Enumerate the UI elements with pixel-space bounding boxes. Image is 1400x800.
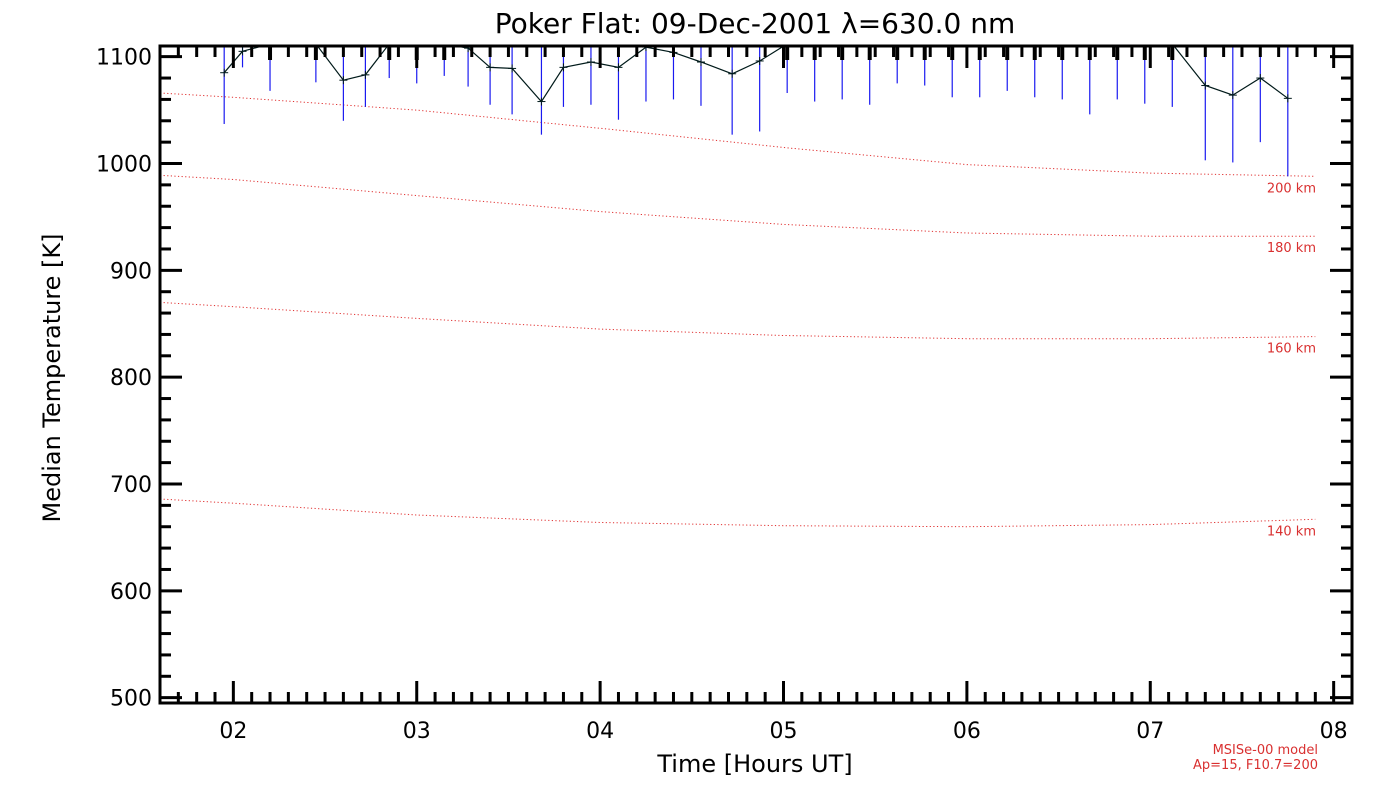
x-tick-label: 02	[219, 719, 247, 744]
x-axis-label: Time [Hours UT]	[656, 750, 852, 778]
data-marker-clipped	[867, 46, 872, 60]
text-layer: Poker Flat: 09-Dec-2001 λ=630.0 nm Time …	[38, 7, 1348, 778]
data-marker-clipped	[1060, 46, 1065, 60]
x-tick-label: 03	[403, 719, 431, 744]
data-marker-clipped	[895, 46, 900, 60]
model-curve-label: 160 km	[1267, 342, 1316, 357]
y-tick-label: 900	[110, 259, 152, 284]
y-tick-label: 500	[110, 687, 152, 712]
data-marker-clipped	[840, 46, 845, 60]
data-marker-clipped	[922, 46, 927, 60]
data-marker-clipped	[1142, 46, 1147, 60]
y-tick-label: 700	[110, 473, 152, 498]
chart-title: Poker Flat: 09-Dec-2001 λ=630.0 nm	[495, 7, 1016, 40]
y-axis-label: Median Temperature [K]	[38, 233, 66, 522]
data-marker-clipped	[1032, 46, 1037, 60]
model-curve-label: 140 km	[1267, 524, 1316, 539]
model-curve	[160, 92, 1316, 177]
data-series-line	[223, 46, 1289, 103]
model-note-line1: MSISe-00 model	[1213, 743, 1318, 758]
data-marker-clipped	[950, 46, 955, 60]
x-tick-label: 08	[1320, 719, 1348, 744]
data-marker-clipped	[387, 46, 392, 60]
axes-layer	[158, 44, 1354, 705]
data-marker-clipped	[977, 46, 982, 60]
data-marker-clipped	[313, 46, 318, 60]
data-marker-clipped	[442, 46, 447, 60]
data-marker-clipped	[1087, 46, 1092, 60]
model-curve	[160, 174, 1316, 237]
data-marker-clipped	[1115, 46, 1120, 60]
data-marker-clipped	[1170, 46, 1175, 60]
model-note-line2: Ap=15, F10.7=200	[1193, 758, 1318, 773]
data-marker-clipped	[812, 46, 817, 60]
x-tick-label: 06	[953, 719, 981, 744]
model-curves-layer	[160, 92, 1316, 528]
data-series-layer	[220, 46, 1292, 106]
model-curve-label: 180 km	[1267, 241, 1316, 256]
x-tick-label: 07	[1136, 719, 1164, 744]
x-tick-label: 05	[770, 719, 798, 744]
data-marker-clipped	[1005, 46, 1010, 60]
y-tick-label: 600	[110, 580, 152, 605]
model-curve	[160, 301, 1316, 340]
data-marker-clipped	[785, 46, 790, 60]
model-curve-label: 200 km	[1267, 181, 1316, 196]
error-bars-layer	[223, 46, 1289, 177]
y-tick-label: 1000	[96, 153, 152, 178]
y-tick-label: 800	[110, 366, 152, 391]
model-curve	[160, 498, 1316, 528]
x-tick-label: 04	[586, 719, 614, 744]
plot-frame	[158, 44, 1354, 705]
y-tick-label: 1100	[96, 46, 152, 71]
